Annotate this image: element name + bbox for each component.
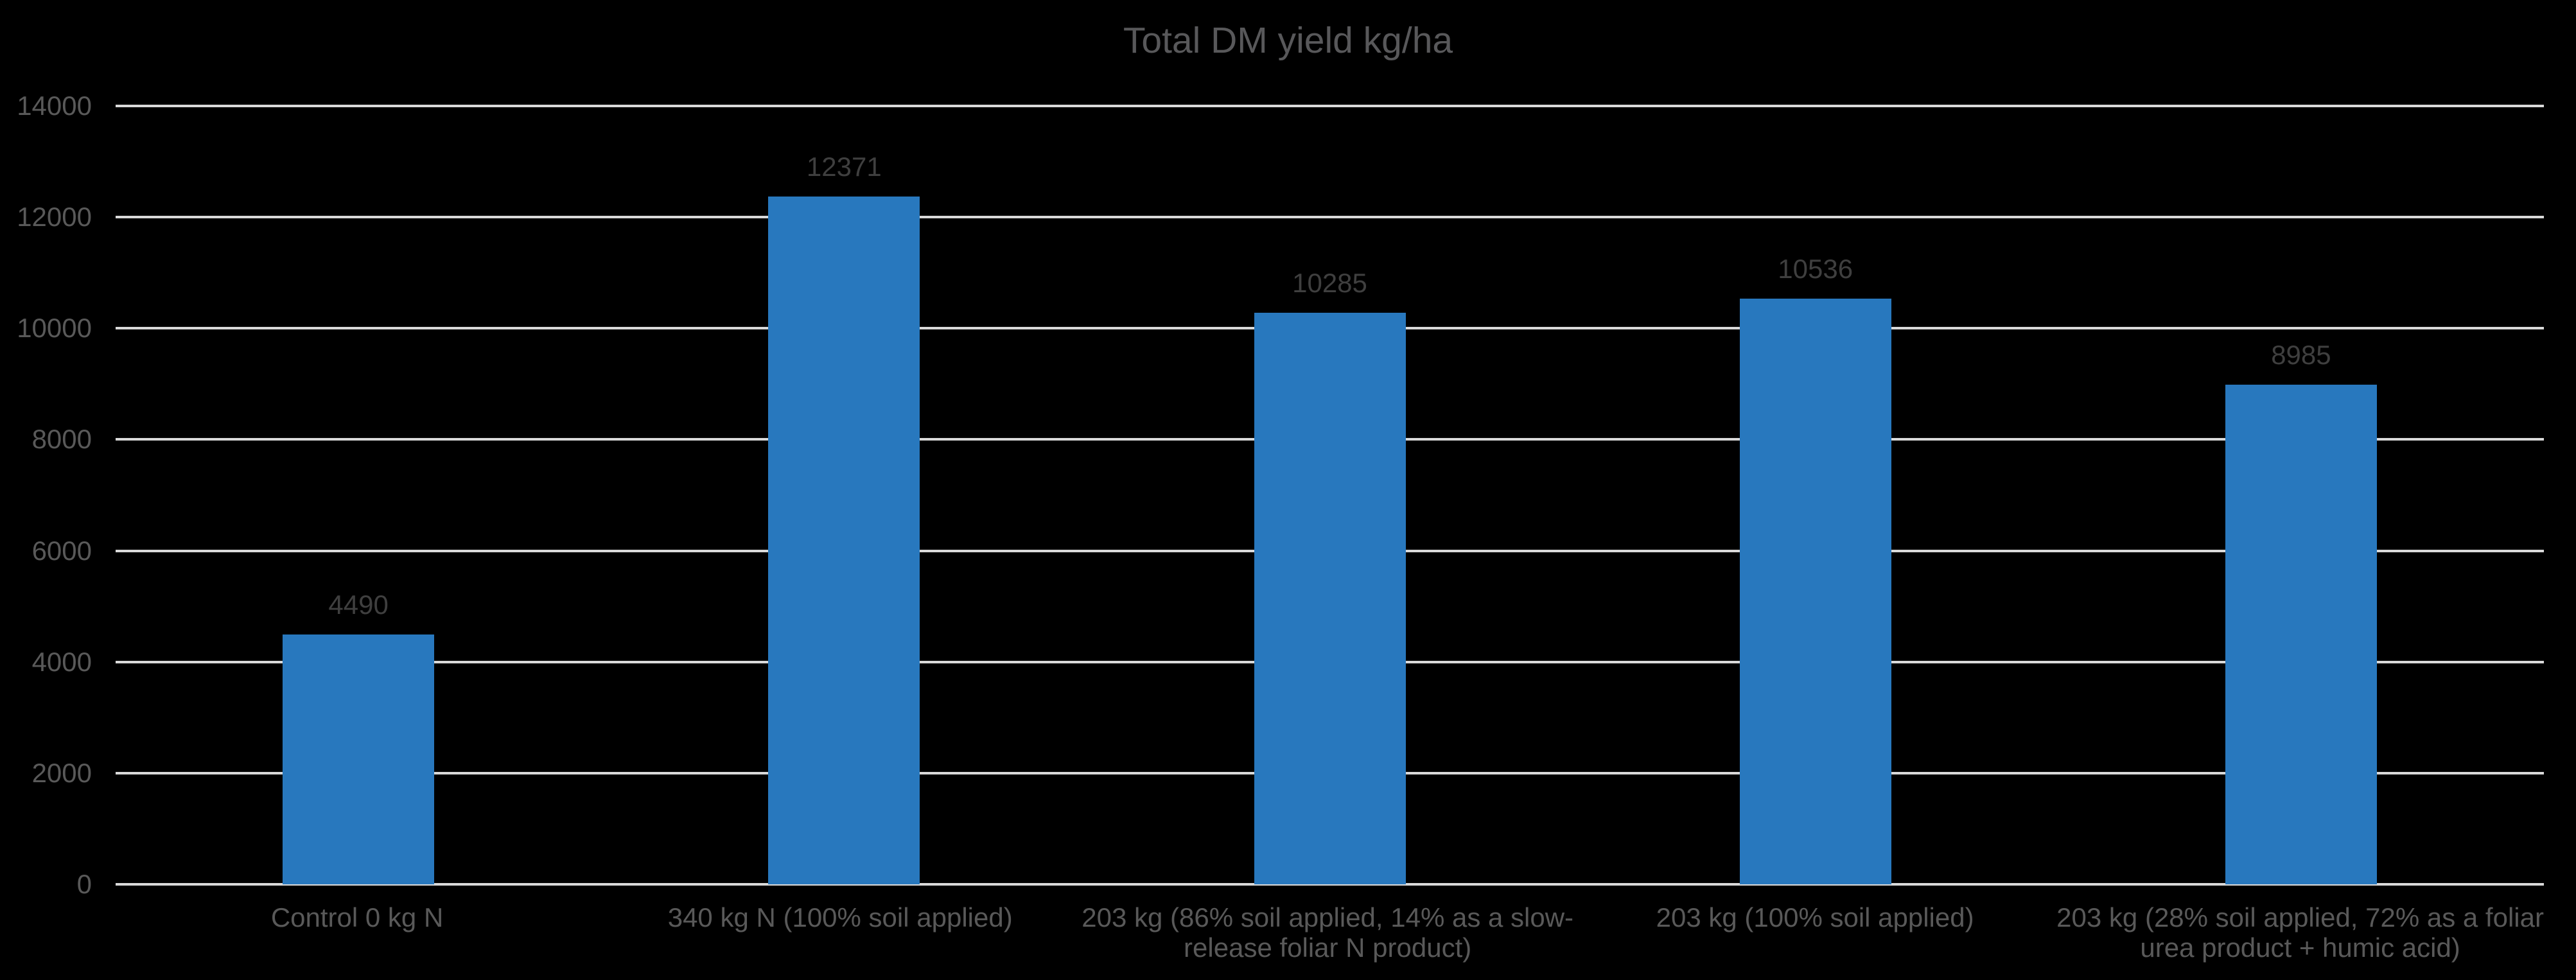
y-tick-label-4000: 4000 — [31, 646, 92, 677]
bar-value-label-2: 12371 — [806, 152, 882, 182]
bar-slot-1: 4490 — [116, 106, 601, 884]
y-tick-label-10000: 10000 — [17, 313, 92, 344]
y-tick-label-6000: 6000 — [31, 535, 92, 566]
bar-slot-5: 8985 — [2058, 106, 2544, 884]
bar-5: 8985 — [2225, 340, 2377, 884]
bar-slot-4: 10536 — [1573, 106, 2058, 884]
y-tick-label-0: 0 — [76, 869, 92, 899]
x-category-label-4: 203 kg (100% soil applied) — [1573, 902, 2056, 963]
y-tick-label-2000: 2000 — [31, 757, 92, 788]
x-category-label-line: 340 kg N (100% soil applied) — [667, 902, 1013, 932]
x-category-label-2: 340 kg N (100% soil applied) — [599, 902, 1082, 963]
x-category-label-line: Control 0 kg N — [270, 902, 444, 932]
x-category-label-line: 203 kg (28% soil applied, 72% as a folia… — [2056, 902, 2544, 932]
y-tick-label-8000: 8000 — [31, 424, 92, 455]
x-category-label-1: Control 0 kg N — [116, 902, 599, 963]
x-category-label-3: 203 kg (86% soil applied, 14% as a slow-… — [1082, 902, 1573, 963]
x-category-label-5: 203 kg (28% soil applied, 72% as a folia… — [2056, 902, 2544, 963]
gridline-0 — [116, 883, 2544, 886]
y-axis: 0 2000 4000 6000 8000 10000 12000 14000 — [0, 91, 92, 899]
gridline-12000 — [116, 216, 2544, 219]
bar-3: 10285 — [1254, 268, 1406, 884]
x-category-label-line: 203 kg (86% soil applied, 14% as a slow- — [1082, 902, 1574, 932]
plot-area: 4490 12371 10285 10536 8985 — [116, 105, 2544, 886]
bar-value-label-1: 4490 — [328, 590, 389, 620]
bar-2: 12371 — [768, 152, 920, 884]
bar-value-label-5: 8985 — [2271, 340, 2331, 371]
y-tick-label-12000: 12000 — [17, 202, 92, 232]
bar-slot-3: 10285 — [1087, 106, 1572, 884]
x-category-label-line: urea product + humic acid) — [2140, 932, 2460, 963]
y-tick-label-14000: 14000 — [17, 91, 92, 121]
bars-row: 4490 12371 10285 10536 8985 — [116, 106, 2544, 884]
bar-value-label-3: 10285 — [1292, 267, 1367, 298]
x-axis: Control 0 kg N 340 kg N (100% soil applie… — [116, 902, 2544, 963]
bar-4: 10536 — [1739, 254, 1891, 884]
gridline-14000 — [116, 105, 2544, 107]
bar-1: 4490 — [283, 590, 435, 884]
x-category-label-line: 203 kg (100% soil applied) — [1656, 902, 1974, 932]
bar-slot-2: 12371 — [601, 106, 1087, 884]
x-category-label-line: release foliar N product) — [1184, 932, 1472, 963]
bar-value-label-4: 10536 — [1778, 253, 1853, 284]
chart-title: Total DM yield kg/ha — [1123, 20, 1453, 61]
